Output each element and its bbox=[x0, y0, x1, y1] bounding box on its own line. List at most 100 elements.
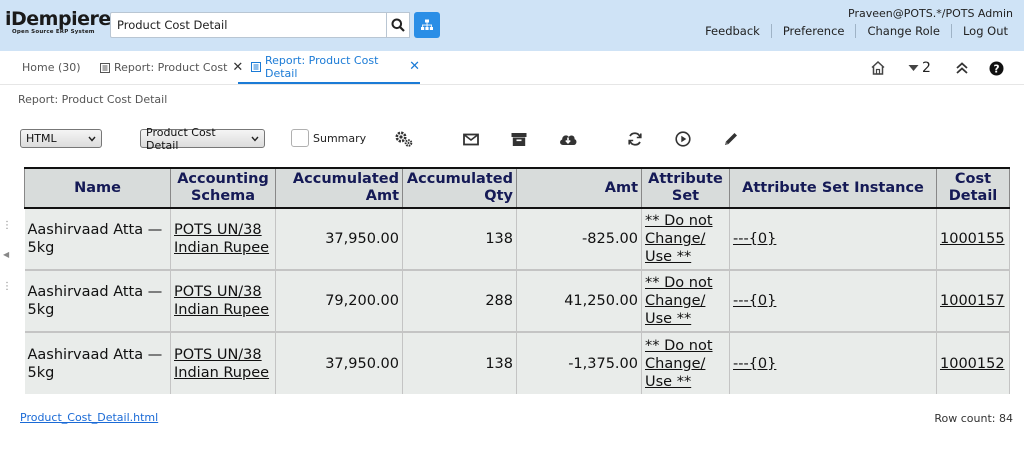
cell-attribute-set-instance-link[interactable]: ---{0} bbox=[729, 331, 937, 394]
summary-label: Summary bbox=[313, 132, 367, 145]
user-role-label[interactable]: Praveen@POTS.*/POTS Admin bbox=[848, 7, 1013, 20]
column-header-accounting-schema[interactable]: Accounting Schema bbox=[170, 167, 276, 208]
format-select-value: HTML bbox=[26, 132, 57, 145]
preference-link[interactable]: Preference bbox=[770, 24, 856, 38]
send-mail-button[interactable] bbox=[461, 129, 481, 149]
mail-icon bbox=[463, 133, 479, 145]
cell-amt: -1,375.00 bbox=[516, 331, 642, 394]
cell-name: Aashirvaad Atta — 5kg bbox=[24, 331, 171, 394]
home-icon bbox=[871, 60, 885, 75]
cell-accounting-schema-link[interactable]: POTS UN/38 Indian Rupee bbox=[170, 331, 276, 394]
breadcrumb: Report: Product Cost Detail bbox=[18, 93, 168, 106]
archive-button[interactable] bbox=[509, 129, 529, 149]
cell-attribute-set-link[interactable]: ** Do not Change/ Use ** bbox=[641, 207, 730, 270]
svg-text:?: ? bbox=[993, 63, 999, 75]
report-table-container: Name Accounting Schema Accumulated Amt A… bbox=[24, 167, 1010, 394]
report-file-link[interactable]: Product_Cost_Detail.html bbox=[20, 411, 159, 424]
column-header-cost-detail[interactable]: Cost Detail bbox=[936, 167, 1010, 208]
collapse-button[interactable] bbox=[955, 58, 969, 78]
top-header: iDempiere Open Source ERP System Product… bbox=[0, 0, 1024, 51]
report-view-select[interactable]: Product Cost Detail bbox=[140, 126, 265, 152]
report-icon bbox=[251, 61, 261, 72]
table-row: Aashirvaad Atta — 5kg POTS UN/38 Indian … bbox=[24, 331, 1010, 394]
sitemap-icon bbox=[421, 19, 433, 30]
header-links: Feedback Preference Change Role Log Out bbox=[694, 24, 1008, 38]
collapse-left-icon[interactable]: ◀ bbox=[3, 250, 10, 259]
tab-report-product-cost-detail-label: Report: Product Cost Detail bbox=[265, 53, 379, 80]
report-view-select-value: Product Cost Detail bbox=[146, 125, 216, 152]
export-button[interactable] bbox=[558, 129, 578, 149]
column-header-accumulated-qty[interactable]: Accumulated Qty bbox=[402, 167, 517, 208]
report-table: Name Accounting Schema Accumulated Amt A… bbox=[24, 167, 1010, 394]
cell-cost-detail-link[interactable]: 1000152 bbox=[936, 331, 1010, 394]
chevron-down-icon bbox=[251, 136, 259, 142]
edit-button[interactable] bbox=[721, 129, 741, 149]
cell-amt: 41,250.00 bbox=[516, 269, 642, 332]
chevron-down-icon bbox=[88, 136, 96, 142]
double-chevron-up-icon bbox=[956, 62, 968, 74]
drag-handle-icon[interactable]: ⋮ bbox=[2, 220, 12, 231]
cell-amt: -825.00 bbox=[516, 207, 642, 270]
cell-accumulated-amt: 79,200.00 bbox=[275, 269, 403, 332]
search-icon bbox=[391, 18, 405, 32]
column-header-name[interactable]: Name bbox=[24, 167, 171, 208]
cell-accumulated-qty: 288 bbox=[402, 269, 517, 332]
refresh-icon bbox=[628, 132, 642, 146]
cell-cost-detail-link[interactable]: 1000155 bbox=[936, 207, 1010, 270]
tab-report-product-cost-detail[interactable]: Report: Product Cost Detail ✕ bbox=[238, 51, 420, 84]
cell-attribute-set-link[interactable]: ** Do not Change/ Use ** bbox=[641, 331, 730, 394]
close-icon[interactable]: ✕ bbox=[232, 60, 244, 75]
help-icon: ? bbox=[989, 61, 1004, 75]
refresh-button[interactable] bbox=[625, 129, 645, 149]
caret-down-icon bbox=[908, 65, 919, 71]
customize-button[interactable] bbox=[394, 129, 414, 149]
tab-report-product-cost-label: Report: Product Cost bbox=[114, 61, 228, 74]
cell-accumulated-qty: 138 bbox=[402, 207, 517, 270]
table-row: Aashirvaad Atta — 5kg POTS UN/38 Indian … bbox=[24, 269, 1010, 332]
change-role-link[interactable]: Change Role bbox=[855, 24, 950, 38]
logo-subtext: Open Source ERP System bbox=[12, 29, 95, 35]
table-header-row: Name Accounting Schema Accumulated Amt A… bbox=[24, 167, 1010, 208]
feedback-link[interactable]: Feedback bbox=[705, 24, 760, 38]
cell-attribute-set-instance-link[interactable]: ---{0} bbox=[729, 269, 937, 332]
column-header-amt[interactable]: Amt bbox=[516, 167, 642, 208]
window-tabbar bbox=[0, 51, 1024, 85]
search-value: Product Cost Detail bbox=[117, 18, 228, 32]
cell-accounting-schema-link[interactable]: POTS UN/38 Indian Rupee bbox=[170, 269, 276, 332]
cell-accounting-schema-link[interactable]: POTS UN/38 Indian Rupee bbox=[170, 207, 276, 270]
help-button[interactable]: ? bbox=[989, 58, 1004, 78]
home-button[interactable] bbox=[870, 58, 886, 78]
open-windows-count: 2 bbox=[922, 60, 931, 76]
cell-accumulated-amt: 37,950.00 bbox=[275, 207, 403, 270]
cell-attribute-set-link[interactable]: ** Do not Change/ Use ** bbox=[641, 269, 730, 332]
play-circle-icon bbox=[675, 131, 691, 147]
cloud-download-icon bbox=[560, 135, 577, 145]
row-count: Row count: 84 bbox=[934, 412, 1013, 425]
tab-home-label: Home (30) bbox=[22, 61, 81, 74]
cell-attribute-set-instance-link[interactable]: ---{0} bbox=[729, 207, 937, 270]
column-header-accumulated-amt[interactable]: Accumulated Amt bbox=[275, 167, 403, 208]
summary-checkbox[interactable] bbox=[291, 129, 309, 147]
column-header-attribute-set[interactable]: Attribute Set bbox=[641, 167, 730, 208]
gears-icon bbox=[395, 131, 413, 147]
format-select[interactable]: HTML bbox=[20, 129, 102, 148]
close-icon[interactable]: ✕ bbox=[409, 59, 420, 74]
tab-report-product-cost[interactable]: Report: Product Cost ✕ bbox=[100, 51, 243, 84]
pencil-icon bbox=[725, 133, 737, 145]
search-button[interactable] bbox=[386, 12, 410, 38]
logo-text: iDempiere bbox=[5, 8, 111, 30]
tab-home[interactable]: Home (30) bbox=[22, 51, 81, 84]
cell-accumulated-qty: 138 bbox=[402, 331, 517, 394]
idempiere-logo[interactable]: iDempiere Open Source ERP System bbox=[5, 8, 111, 41]
cell-name: Aashirvaad Atta — 5kg bbox=[24, 269, 171, 332]
column-header-attribute-set-instance[interactable]: Attribute Set Instance bbox=[729, 167, 937, 208]
report-toolbar: HTML Product Cost Detail Summary bbox=[0, 126, 1024, 152]
cell-cost-detail-link[interactable]: 1000157 bbox=[936, 269, 1010, 332]
menu-tree-button[interactable] bbox=[414, 12, 440, 38]
run-process-button[interactable] bbox=[673, 129, 693, 149]
logout-link[interactable]: Log Out bbox=[950, 24, 1008, 38]
global-search-input[interactable]: Product Cost Detail bbox=[110, 12, 387, 38]
cell-accumulated-amt: 37,950.00 bbox=[275, 331, 403, 394]
open-windows-dropdown[interactable]: 2 bbox=[908, 58, 931, 78]
drag-handle-icon[interactable]: ⋮ bbox=[2, 281, 12, 292]
